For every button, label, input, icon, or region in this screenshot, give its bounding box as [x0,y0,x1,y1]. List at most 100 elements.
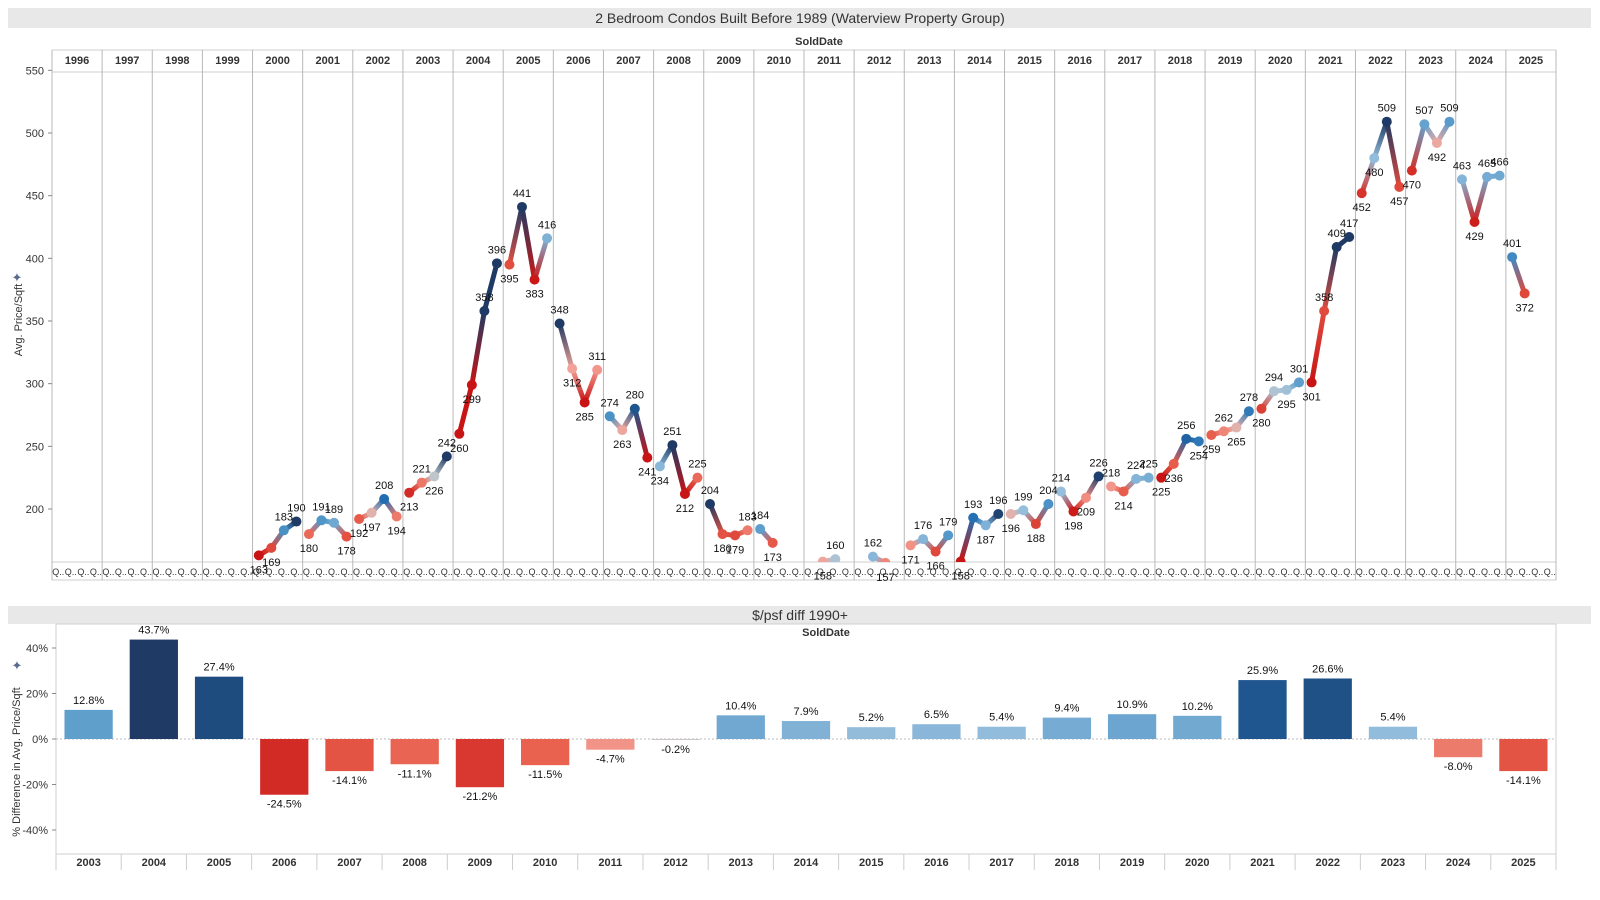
data-label-2006-q2: 312 [563,378,581,390]
data-label-2009-q4: 183 [738,511,756,523]
quarter-label: Q.. [792,567,804,577]
bar-2004 [129,639,178,739]
data-label-2008-q2: 251 [663,426,681,438]
quarter-label: Q.. [165,567,177,577]
data-label-2005-q2: 441 [513,188,531,200]
data-point-2007-q4 [642,452,653,463]
data-label-2012-q2: 162 [864,538,882,550]
data-point-2003-q4 [441,451,452,462]
top-title-bar [8,8,1591,28]
year-header-label: 2009 [717,55,741,67]
quarter-label: Q.. [190,567,202,577]
quarter-label: Q.. [1494,567,1506,577]
bar-label-2013: 10.4% [725,700,756,712]
data-point-2025-q1 [1507,252,1518,263]
bar-2016 [912,724,961,739]
quarter-label: Q.. [942,567,954,577]
bar-2017 [977,726,1026,739]
bottom-y-tick-label: -40% [22,825,48,837]
data-point-2014-q4 [993,509,1004,520]
quarter-label: Q.. [1155,567,1167,577]
quarter-label: Q.. [1544,567,1556,577]
data-label-2023-q2: 507 [1415,105,1433,117]
data-point-2012-q2 [867,551,878,562]
data-point-2018-q4 [1193,436,1204,447]
bar-label-2023: 5.4% [1380,712,1405,724]
bottom-y-tick-label: 40% [26,643,48,655]
year-header-label: 2008 [666,55,690,67]
data-point-2004-q2 [466,379,477,390]
quarter-label: Q.. [779,567,791,577]
data-label-2013-q1: 171 [901,554,919,566]
quarter-label: Q.. [1331,567,1343,577]
line-segment-2005-q2 [519,204,538,283]
bottom-category-label: 2020 [1185,857,1209,869]
bar-label-2006: -24.5% [267,799,302,811]
quarter-label: Q.. [1055,567,1067,577]
quarter-label: Q.. [992,567,1004,577]
year-header-label: 2014 [967,55,992,67]
quarter-label: Q.. [1306,567,1318,577]
bar-label-2025: -14.1% [1506,775,1541,787]
quarter-label: Q.. [1506,567,1518,577]
quarter-label: Q.. [77,567,89,577]
data-point-2021-q4 [1344,232,1355,243]
data-point-2017-q4 [1143,472,1154,483]
data-point-2013-q1 [905,540,916,551]
bar-2024 [1434,739,1483,758]
bar-2006 [260,739,309,795]
data-point-2018-q1 [1156,472,1167,483]
data-point-2005-q3 [529,274,540,285]
bar-2009 [455,739,505,788]
data-label-2019-q2: 262 [1215,412,1233,424]
quarter-label: Q.. [466,567,478,577]
year-header-label: 2011 [817,55,841,67]
line-segment-2005-q1 [506,204,525,268]
quarter-label: Q.. [1356,567,1368,577]
bar-label-2009: -21.2% [462,791,497,803]
quarter-label: Q.. [265,567,277,577]
data-label-2021-q4: 417 [1340,218,1358,230]
year-header-label: 2007 [616,55,640,67]
quarter-label: Q.. [1281,567,1293,577]
data-point-2009-q1 [705,498,715,509]
bar-label-2015: 5.2% [859,712,884,724]
quarter-label: Q.. [541,567,553,577]
data-label-2000-q3: 183 [275,511,293,523]
quarter-label: Q.. [328,567,340,577]
data-point-2019-q3 [1231,422,1242,433]
series-points [253,116,1530,562]
quarter-label: Q.. [1005,567,1017,577]
data-label-2013-q3: 166 [926,561,944,573]
data-label-2002-q2: 197 [362,522,380,534]
bottom-chart-title: $/psf diff 1990+ [752,607,848,623]
quarter-label: Q.. [102,567,114,577]
data-point-2013-q4 [943,530,954,541]
data-label-2018-q1: 225 [1152,487,1170,499]
quarter-label: Q.. [90,567,102,577]
data-point-2007-q1 [604,411,615,422]
data-label-2024-q4: 466 [1490,157,1508,169]
quarter-label: Q.. [441,567,453,577]
data-point-2020-q2 [1269,386,1279,397]
quarter-label: Q.. [1343,567,1355,577]
data-label-2009-q3: 179 [726,544,744,556]
data-label-2021-q2: 358 [1315,292,1333,304]
year-header-label: 2025 [1519,55,1543,67]
y-tick-label: 400 [26,253,44,265]
year-header-label: 2024 [1469,55,1494,67]
data-point-2020-q3 [1281,384,1292,395]
line-segment-2006-q2 [569,366,588,405]
data-point-2003-q2 [416,477,427,488]
data-point-2015-q1 [1005,509,1016,520]
quarter-label: Q.. [654,567,666,577]
bottom-category-label: 2012 [663,857,687,869]
data-point-2017-q3 [1131,473,1142,484]
bar-2012 [651,739,700,740]
data-point-2023-q2 [1419,119,1430,130]
data-label-2003-q4: 242 [438,437,456,449]
data-label-2021-q1: 301 [1302,391,1320,403]
quarter-label: Q.. [754,567,766,577]
data-point-2004-q4 [491,258,502,269]
line-segment-2004-q3 [481,260,500,314]
